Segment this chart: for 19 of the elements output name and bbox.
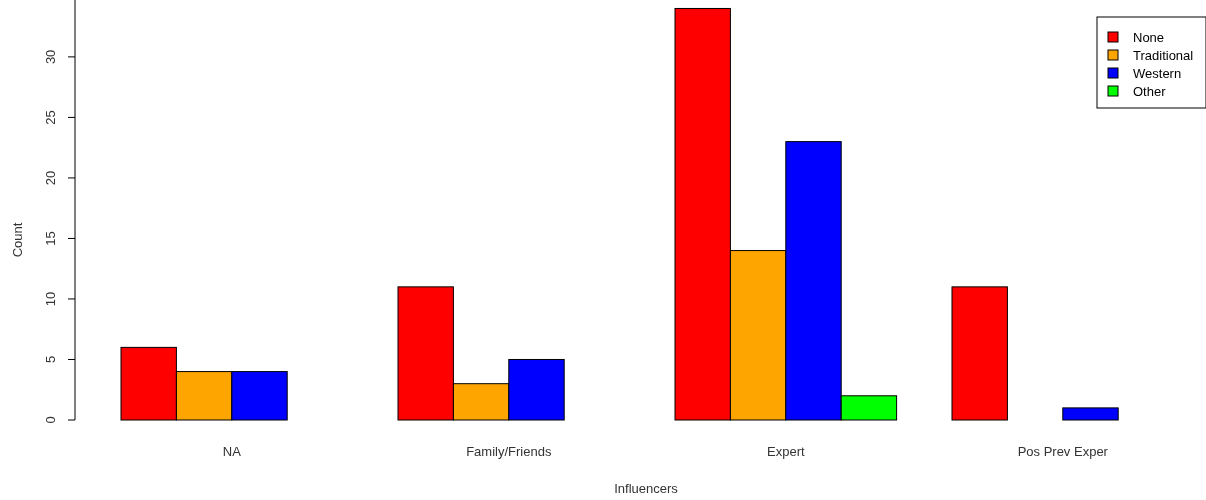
- y-tick-label: 25: [43, 110, 58, 125]
- y-tick-label: 15: [43, 231, 58, 246]
- x-axis-title: Influencers: [614, 481, 679, 496]
- y-tick-label: 30: [43, 49, 58, 65]
- y-tick-label: 20: [43, 170, 58, 186]
- legend-label: Other: [1133, 84, 1167, 99]
- y-tick-label: 10: [43, 291, 58, 307]
- y-tick-label: 0: [43, 416, 58, 424]
- bar: [951, 286, 1008, 421]
- x-tick-label: NA: [222, 444, 242, 459]
- x-tick-label: Expert: [767, 444, 805, 459]
- x-tick-label: Pos Prev Exper: [1017, 444, 1109, 459]
- legend-label: None: [1133, 30, 1165, 45]
- bar: [1062, 407, 1119, 421]
- y-tick-label: 5: [43, 355, 58, 364]
- y-axis-title: Count: [10, 222, 25, 258]
- legend-label: Western: [1133, 66, 1182, 81]
- legend-label: Traditional: [1133, 48, 1194, 63]
- x-tick-label: Family/Friends: [466, 444, 552, 459]
